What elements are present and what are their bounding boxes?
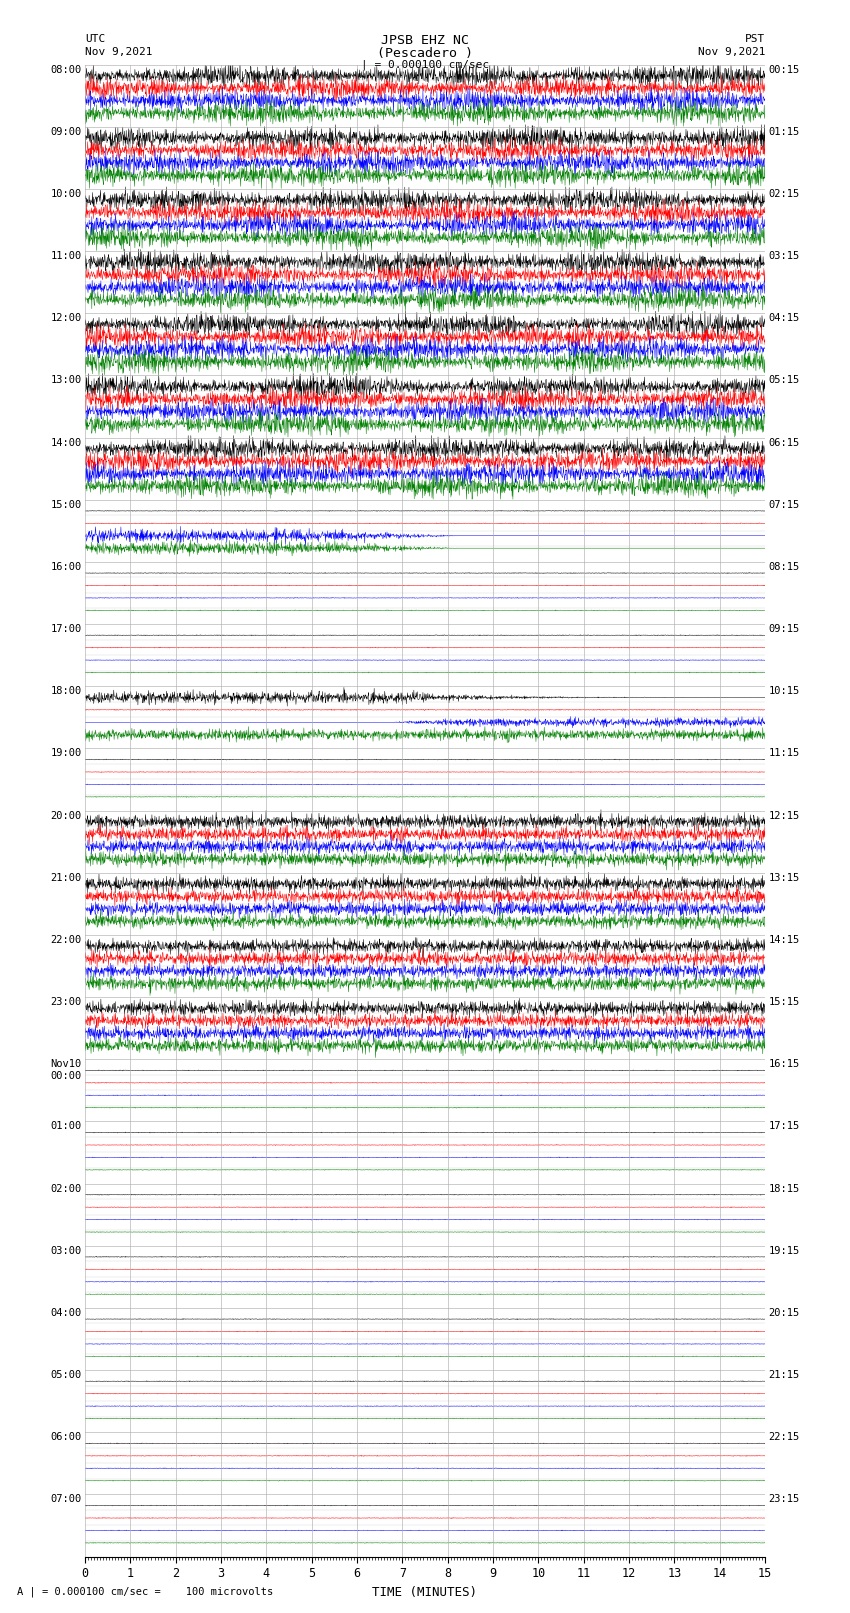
Text: 20:00: 20:00 [50,810,82,821]
Text: 15:15: 15:15 [768,997,800,1007]
Text: 03:00: 03:00 [50,1245,82,1255]
Text: 12:15: 12:15 [768,810,800,821]
Text: 01:15: 01:15 [768,127,800,137]
Text: 11:00: 11:00 [50,252,82,261]
Text: 04:00: 04:00 [50,1308,82,1318]
Text: 05:15: 05:15 [768,376,800,386]
Text: 12:00: 12:00 [50,313,82,323]
Text: 23:15: 23:15 [768,1494,800,1505]
Text: | = 0.000100 cm/sec: | = 0.000100 cm/sec [361,60,489,71]
Text: 14:00: 14:00 [50,437,82,447]
Text: 09:15: 09:15 [768,624,800,634]
Text: Nov 9,2021: Nov 9,2021 [85,47,152,56]
Text: 19:15: 19:15 [768,1245,800,1255]
Text: 23:00: 23:00 [50,997,82,1007]
Text: 01:00: 01:00 [50,1121,82,1131]
Text: 17:00: 17:00 [50,624,82,634]
Text: 22:15: 22:15 [768,1432,800,1442]
Text: 20:15: 20:15 [768,1308,800,1318]
Text: 10:15: 10:15 [768,686,800,697]
Text: Nov10
00:00: Nov10 00:00 [50,1060,82,1081]
Text: JPSB EHZ NC: JPSB EHZ NC [381,34,469,47]
Text: 07:15: 07:15 [768,500,800,510]
Text: 08:00: 08:00 [50,65,82,74]
Text: 10:00: 10:00 [50,189,82,198]
Text: 06:00: 06:00 [50,1432,82,1442]
Text: A | = 0.000100 cm/sec =    100 microvolts: A | = 0.000100 cm/sec = 100 microvolts [17,1586,273,1597]
Text: 02:15: 02:15 [768,189,800,198]
Text: 16:15: 16:15 [768,1060,800,1069]
Text: 21:15: 21:15 [768,1369,800,1381]
Text: 17:15: 17:15 [768,1121,800,1131]
Text: PST: PST [745,34,765,44]
Text: 08:15: 08:15 [768,561,800,573]
Text: 06:15: 06:15 [768,437,800,447]
Text: Nov 9,2021: Nov 9,2021 [698,47,765,56]
Text: 18:15: 18:15 [768,1184,800,1194]
Text: 13:00: 13:00 [50,376,82,386]
Text: 15:00: 15:00 [50,500,82,510]
Text: 16:00: 16:00 [50,561,82,573]
Text: 00:15: 00:15 [768,65,800,74]
Text: 13:15: 13:15 [768,873,800,882]
X-axis label: TIME (MINUTES): TIME (MINUTES) [372,1586,478,1598]
Text: 07:00: 07:00 [50,1494,82,1505]
Text: 11:15: 11:15 [768,748,800,758]
Text: 18:00: 18:00 [50,686,82,697]
Text: 14:15: 14:15 [768,936,800,945]
Text: 04:15: 04:15 [768,313,800,323]
Text: 05:00: 05:00 [50,1369,82,1381]
Text: 03:15: 03:15 [768,252,800,261]
Text: 19:00: 19:00 [50,748,82,758]
Text: UTC: UTC [85,34,105,44]
Text: (Pescadero ): (Pescadero ) [377,47,473,60]
Text: 02:00: 02:00 [50,1184,82,1194]
Text: 21:00: 21:00 [50,873,82,882]
Text: 22:00: 22:00 [50,936,82,945]
Text: 09:00: 09:00 [50,127,82,137]
